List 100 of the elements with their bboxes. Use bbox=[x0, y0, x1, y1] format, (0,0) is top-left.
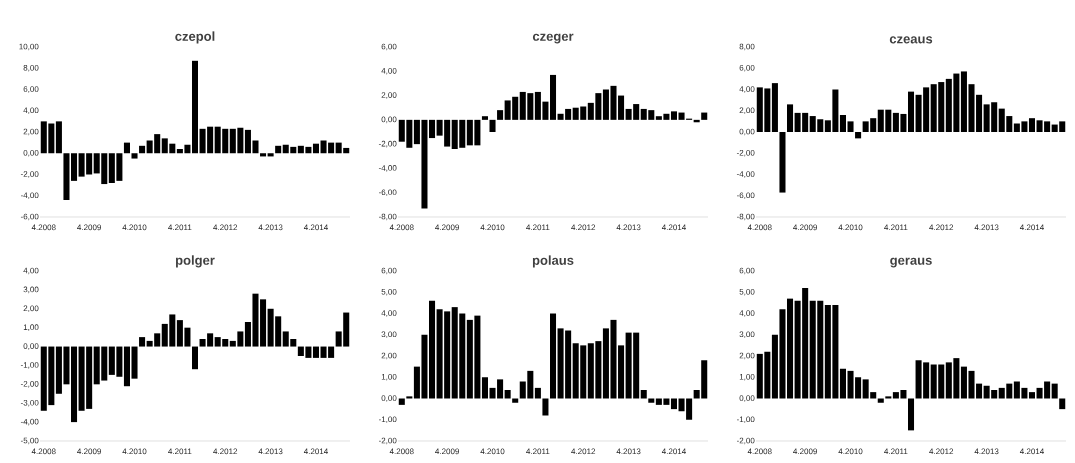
bar bbox=[275, 145, 282, 154]
x-tick-label: 4.2012 bbox=[571, 224, 596, 231]
y-tick-label: 4,00 bbox=[381, 67, 397, 75]
bar bbox=[670, 398, 678, 410]
bar bbox=[907, 398, 915, 431]
bar bbox=[191, 346, 199, 370]
bar bbox=[63, 153, 70, 200]
x-tick-label: 4.2010 bbox=[122, 224, 147, 231]
x-tick-label: 4.2011 bbox=[526, 448, 550, 455]
x-tick-label: 4.2012 bbox=[571, 448, 596, 455]
x-tick-label: 4.2014 bbox=[661, 448, 686, 455]
x-tick-label: 4.2009 bbox=[793, 224, 817, 231]
chart-title: geraus bbox=[890, 257, 932, 268]
x-tick-label: 4.2012 bbox=[213, 448, 238, 455]
y-tick-label: -2,00 bbox=[20, 171, 39, 178]
bar bbox=[139, 337, 146, 347]
bar bbox=[55, 121, 62, 154]
bar bbox=[885, 396, 892, 399]
x-tick-label: 4.2008 bbox=[747, 448, 772, 455]
bar bbox=[907, 91, 915, 132]
y-tick-label: -8,00 bbox=[378, 213, 397, 221]
x-tick-label: 4.2013 bbox=[974, 224, 999, 231]
bar bbox=[489, 119, 496, 132]
x-tick-label: 4.2013 bbox=[974, 448, 999, 455]
y-tick-label: 4,00 bbox=[381, 310, 397, 317]
x-tick-label: 4.2012 bbox=[213, 224, 238, 231]
chart-title: polaus bbox=[532, 255, 574, 268]
x-tick-label: 4.2014 bbox=[1019, 224, 1044, 231]
x-tick-label: 4.2014 bbox=[1019, 448, 1044, 455]
bar bbox=[648, 398, 655, 403]
bar bbox=[429, 119, 436, 139]
bar bbox=[312, 346, 319, 358]
x-tick-label: 4.2012 bbox=[929, 448, 954, 455]
y-tick-label: 0,00 bbox=[381, 116, 397, 124]
y-tick-label: -4,00 bbox=[20, 192, 39, 200]
bar bbox=[191, 60, 199, 154]
y-tick-label: 5,00 bbox=[381, 288, 397, 296]
x-tick-label: 4.2013 bbox=[616, 448, 641, 455]
bar bbox=[497, 110, 504, 120]
x-tick-label: 4.2010 bbox=[122, 448, 147, 455]
y-tick-label: -2,00 bbox=[736, 149, 755, 157]
x-tick-label: 4.2008 bbox=[31, 224, 56, 231]
x-tick-label: 4.2014 bbox=[661, 224, 686, 231]
y-tick-label: 2,00 bbox=[739, 107, 755, 115]
x-tick-label: 4.2013 bbox=[258, 224, 283, 231]
chart-title: czepol bbox=[175, 31, 215, 44]
x-tick-label: 4.2014 bbox=[303, 224, 328, 231]
y-tick-label: 0,00 bbox=[739, 128, 755, 136]
bar bbox=[71, 153, 78, 181]
x-tick-label: 4.2008 bbox=[747, 224, 772, 231]
y-tick-label: 6,00 bbox=[381, 43, 397, 51]
y-tick-label: 1,00 bbox=[23, 324, 39, 331]
y-tick-label: 2,00 bbox=[23, 128, 39, 136]
y-tick-label: 2,00 bbox=[381, 92, 397, 99]
bar bbox=[504, 390, 511, 399]
bar bbox=[123, 142, 130, 154]
x-tick-label: 4.2012 bbox=[929, 224, 954, 231]
bar bbox=[1059, 398, 1066, 410]
x-tick-label: 4.2014 bbox=[303, 448, 328, 455]
x-tick-label: 4.2011 bbox=[884, 448, 908, 455]
y-tick-label: 4,00 bbox=[739, 86, 755, 93]
y-tick-label: 3,00 bbox=[23, 286, 39, 294]
y-tick-label: 3,00 bbox=[381, 331, 397, 339]
y-tick-label: -2,00 bbox=[378, 437, 397, 445]
bar bbox=[1028, 118, 1036, 132]
x-tick-label: 4.2009 bbox=[435, 448, 459, 455]
x-tick-label: 4.2011 bbox=[526, 224, 550, 231]
y-tick-label: 6,00 bbox=[381, 267, 397, 275]
bar bbox=[534, 387, 541, 399]
y-tick-label: 1,00 bbox=[739, 373, 755, 381]
y-tick-label: 6,00 bbox=[739, 64, 755, 72]
bar bbox=[512, 398, 519, 403]
y-tick-label: -2,00 bbox=[378, 140, 397, 148]
y-tick-label: -4,00 bbox=[378, 165, 397, 172]
x-tick-label: 4.2009 bbox=[435, 224, 459, 231]
x-tick-label: 4.2013 bbox=[258, 448, 283, 455]
chart-title: polger bbox=[176, 255, 215, 268]
bar bbox=[877, 398, 884, 403]
x-tick-label: 4.2010 bbox=[838, 224, 863, 231]
bar bbox=[771, 83, 778, 132]
y-tick-label: 1,00 bbox=[381, 373, 397, 381]
x-tick-label: 4.2010 bbox=[480, 224, 505, 231]
x-tick-label: 4.2008 bbox=[31, 448, 56, 455]
bar bbox=[406, 396, 413, 399]
bar bbox=[549, 313, 557, 399]
bar bbox=[398, 398, 405, 405]
chart-title: czeaus bbox=[889, 36, 933, 44]
bar bbox=[787, 104, 794, 132]
x-tick-label: 4.2013 bbox=[616, 224, 641, 231]
y-tick-label: 0,00 bbox=[381, 395, 397, 402]
x-tick-label: 4.2010 bbox=[480, 448, 505, 455]
y-tick-label: 0,00 bbox=[739, 395, 755, 402]
y-tick-label: 4,00 bbox=[23, 267, 39, 275]
y-tick-label: -6,00 bbox=[20, 213, 39, 221]
bar bbox=[71, 346, 78, 423]
y-tick-label: 4,00 bbox=[739, 310, 755, 317]
y-tick-label: -1,00 bbox=[378, 416, 397, 424]
bar bbox=[839, 368, 846, 399]
bar bbox=[847, 121, 854, 132]
y-tick-label: 0,00 bbox=[23, 343, 39, 350]
